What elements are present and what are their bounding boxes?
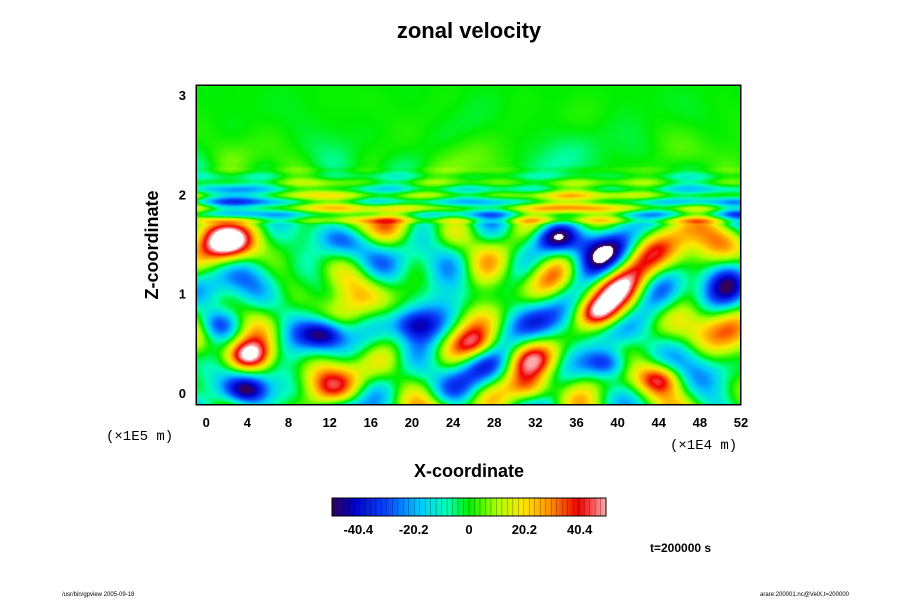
x-tick-label: 24 [446, 415, 461, 430]
footer-right: arare:200001.nc@VelX,t=200000 [760, 592, 850, 598]
x-tick-label: 48 [693, 415, 707, 430]
x-tick-label: 44 [652, 415, 667, 430]
colorbar-tick-label: 20.2 [512, 522, 537, 537]
heatmap-canvas [196, 85, 741, 405]
x-tick-label: 28 [487, 415, 501, 430]
x-tick-label: 4 [244, 415, 252, 430]
x-tick-label: 0 [203, 415, 210, 430]
chart-title: zonal velocity [397, 18, 542, 43]
y-tick-label: 1 [179, 287, 186, 302]
colorbar-tick-label: -20.2 [399, 522, 429, 537]
x-scale-note: (×1E4 m) [670, 438, 737, 454]
y-tick-label: 2 [179, 187, 186, 202]
y-tick-label: 0 [179, 386, 186, 401]
y-scale-note: (×1E5 m) [106, 429, 173, 445]
colorbar-tick-label: 0 [465, 522, 472, 537]
x-axis-label: X-coordinate [414, 461, 524, 481]
colorbar-divisions [337, 498, 601, 516]
x-tick-label: 36 [569, 415, 583, 430]
y-axis-label: Z-coordinate [142, 190, 162, 299]
x-tick-label: 20 [405, 415, 419, 430]
x-tick-label: 16 [364, 415, 378, 430]
colorbar-ticks: -40.4 -20.2 0 20.2 40.4 [343, 522, 593, 537]
x-tick-label: 52 [734, 415, 748, 430]
x-tick-label: 32 [528, 415, 542, 430]
time-annotation: t=200000 s [650, 541, 711, 555]
x-tick-label: 8 [285, 415, 292, 430]
colorbar-tick-label: -40.4 [343, 522, 373, 537]
x-tick-label: 12 [322, 415, 336, 430]
footer-left: /usr/bin/gpview 2005-09-18 [62, 592, 135, 598]
y-tick-label: 3 [179, 88, 186, 103]
colorbar-tick-label: 40.4 [567, 522, 593, 537]
x-tick-label: 40 [610, 415, 624, 430]
